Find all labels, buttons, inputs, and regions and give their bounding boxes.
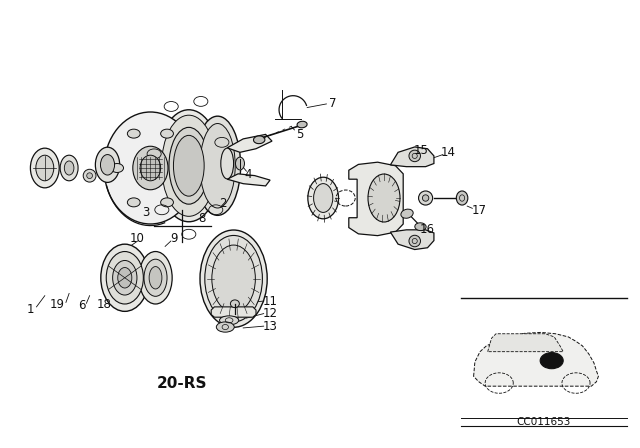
Ellipse shape [36,155,54,181]
Ellipse shape [221,148,234,179]
Ellipse shape [144,259,167,296]
Polygon shape [227,174,270,186]
Text: 1: 1 [27,302,35,316]
Ellipse shape [422,195,429,201]
Ellipse shape [104,112,197,224]
Text: CC011653: CC011653 [517,417,571,427]
Text: 16: 16 [420,223,435,236]
Text: 8: 8 [198,211,205,225]
Circle shape [161,129,173,138]
Polygon shape [390,147,434,167]
Text: 5: 5 [296,128,303,141]
Ellipse shape [60,155,78,181]
Ellipse shape [401,209,413,218]
Text: 12: 12 [262,307,278,320]
Ellipse shape [216,322,234,332]
Ellipse shape [308,177,339,219]
Ellipse shape [157,110,221,222]
Text: 4: 4 [244,168,252,181]
Text: 9: 9 [170,232,178,245]
Ellipse shape [236,157,244,170]
Ellipse shape [140,155,161,181]
Text: 20-RS: 20-RS [157,375,207,391]
Text: 15: 15 [413,143,429,157]
Text: 17: 17 [471,204,486,217]
Ellipse shape [101,244,149,311]
Ellipse shape [169,127,209,204]
Ellipse shape [65,161,74,175]
Ellipse shape [220,316,239,325]
Text: 13: 13 [262,319,278,333]
Text: 7: 7 [329,97,337,111]
Circle shape [177,164,190,172]
Ellipse shape [409,150,420,162]
Ellipse shape [173,135,204,196]
Polygon shape [227,134,272,152]
Ellipse shape [149,267,162,289]
Circle shape [127,129,140,138]
Text: 14: 14 [440,146,456,159]
Ellipse shape [113,260,137,295]
Ellipse shape [368,174,400,222]
Ellipse shape [230,300,239,308]
Ellipse shape [200,124,236,208]
Ellipse shape [87,173,93,179]
Ellipse shape [161,115,216,216]
Ellipse shape [205,236,262,322]
Ellipse shape [212,245,255,312]
Ellipse shape [415,223,426,231]
Circle shape [161,198,173,207]
Polygon shape [211,307,256,317]
Ellipse shape [106,251,143,304]
Circle shape [127,198,140,207]
Text: 18: 18 [96,298,111,311]
Ellipse shape [409,235,420,247]
Ellipse shape [253,136,265,144]
Ellipse shape [200,230,268,327]
Text: 2: 2 [219,197,227,211]
Text: 11: 11 [262,294,278,308]
Ellipse shape [314,184,333,212]
Text: 3: 3 [142,206,150,220]
Text: 19: 19 [50,298,65,311]
Ellipse shape [456,191,468,205]
Circle shape [111,164,124,172]
Circle shape [540,353,563,369]
Polygon shape [349,162,403,236]
Text: 6: 6 [78,299,86,312]
Polygon shape [488,334,563,352]
Text: 10: 10 [130,232,145,245]
Polygon shape [390,230,434,250]
Ellipse shape [419,191,433,205]
Ellipse shape [83,169,96,182]
Ellipse shape [133,146,168,190]
Ellipse shape [139,251,172,304]
Ellipse shape [297,121,307,128]
Ellipse shape [195,116,241,215]
Ellipse shape [31,148,60,188]
Ellipse shape [95,147,120,182]
Ellipse shape [100,155,115,175]
Polygon shape [474,332,598,386]
Ellipse shape [118,267,132,288]
